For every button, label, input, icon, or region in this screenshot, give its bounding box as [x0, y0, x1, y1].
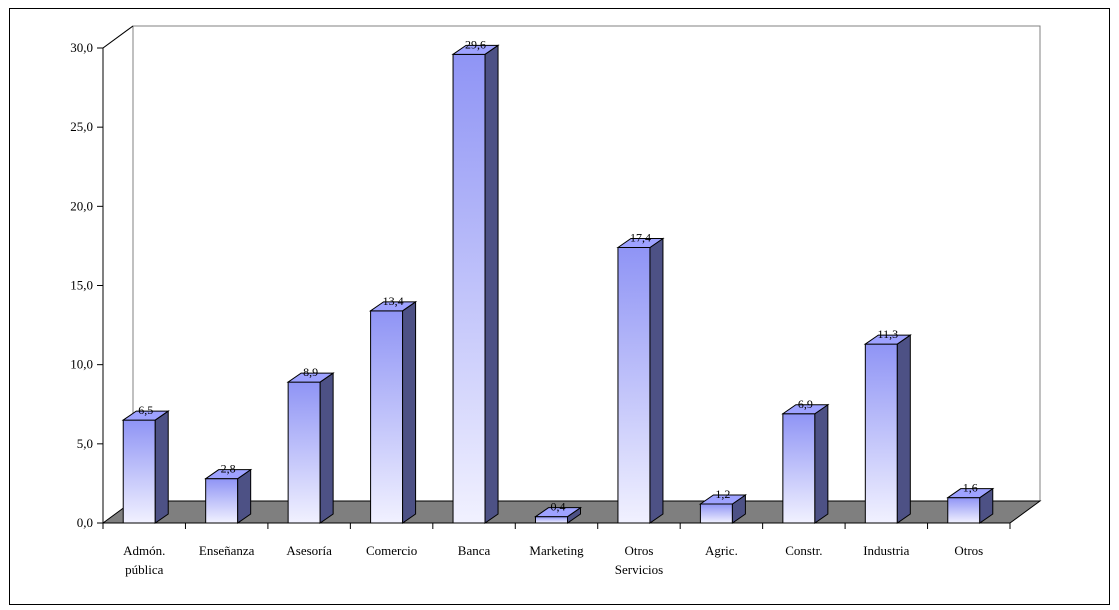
y-tick-label: 0,0	[77, 515, 93, 530]
data-label: 1,6	[963, 481, 978, 495]
bar-front	[617, 247, 651, 524]
bar-front	[452, 53, 486, 524]
data-label: 11,3	[878, 327, 899, 341]
data-label: 8,9	[303, 365, 318, 379]
bar-front	[947, 497, 981, 524]
bar-side	[814, 403, 829, 524]
bar	[781, 403, 830, 524]
bar-top	[698, 494, 748, 505]
bar-front	[864, 343, 898, 524]
y-tick-label: 20,0	[70, 198, 93, 213]
bar-front	[370, 310, 404, 524]
bar-top	[533, 507, 583, 518]
y-tick-label: 5,0	[77, 436, 93, 451]
bar-top	[616, 238, 665, 248]
bar-top	[863, 334, 912, 345]
bar	[616, 237, 665, 524]
y-tick-label: 15,0	[70, 278, 93, 293]
x-tick-label: Agric.	[705, 543, 738, 558]
bar-top	[286, 372, 335, 383]
y-tick-label: 25,0	[70, 119, 93, 134]
x-tick-label: Industria	[863, 543, 909, 558]
data-label: 6,5	[138, 403, 153, 417]
bar	[368, 300, 418, 524]
x-tick-label: Banca	[458, 543, 491, 558]
data-label: 2,8	[221, 462, 236, 476]
x-tick-label: Enseñanza	[199, 543, 255, 558]
bar	[698, 494, 748, 524]
bar	[946, 487, 995, 524]
bar-front	[205, 478, 239, 524]
bar-top	[781, 404, 830, 415]
x-tick-label: Comercio	[366, 543, 417, 558]
bar-top	[204, 469, 253, 480]
bar-side	[896, 334, 911, 524]
x-tick-label: Otros Servicios	[615, 543, 663, 577]
data-label: 6,9	[798, 397, 813, 411]
bar	[451, 44, 500, 524]
bar-side	[649, 237, 664, 524]
bar	[286, 372, 335, 524]
data-label: 17,4	[630, 231, 651, 245]
bar-side	[319, 372, 334, 524]
data-label: 13,4	[383, 294, 404, 308]
data-label: 29,6	[465, 37, 486, 51]
bar	[121, 410, 170, 524]
bar-front	[535, 516, 568, 524]
x-tick-label: Asesoría	[286, 543, 332, 558]
y-tick-label: 10,0	[70, 357, 93, 372]
bar-side	[402, 300, 417, 524]
x-tick-label: Admón. pública	[123, 543, 165, 577]
bar-front	[782, 413, 816, 524]
bar-side	[484, 44, 499, 524]
bar-top	[451, 44, 500, 55]
bar-front	[699, 503, 733, 524]
bar	[204, 468, 253, 524]
y-tick-label: 30,0	[70, 40, 93, 55]
x-tick-label: Marketing	[529, 543, 584, 558]
data-label: 0,4	[551, 500, 566, 514]
bar-top	[121, 410, 170, 421]
bar	[533, 506, 583, 524]
data-label: 1,2	[715, 487, 730, 501]
bar-front	[287, 381, 321, 524]
bar-top	[946, 488, 995, 499]
x-tick-label: Otros	[954, 543, 983, 558]
bar	[863, 334, 912, 524]
y-axis-top-edge	[102, 25, 134, 49]
bar-front	[122, 419, 156, 524]
x-tick-label: Constr.	[785, 543, 822, 558]
bar-top	[368, 301, 418, 312]
bar-side	[154, 410, 169, 524]
